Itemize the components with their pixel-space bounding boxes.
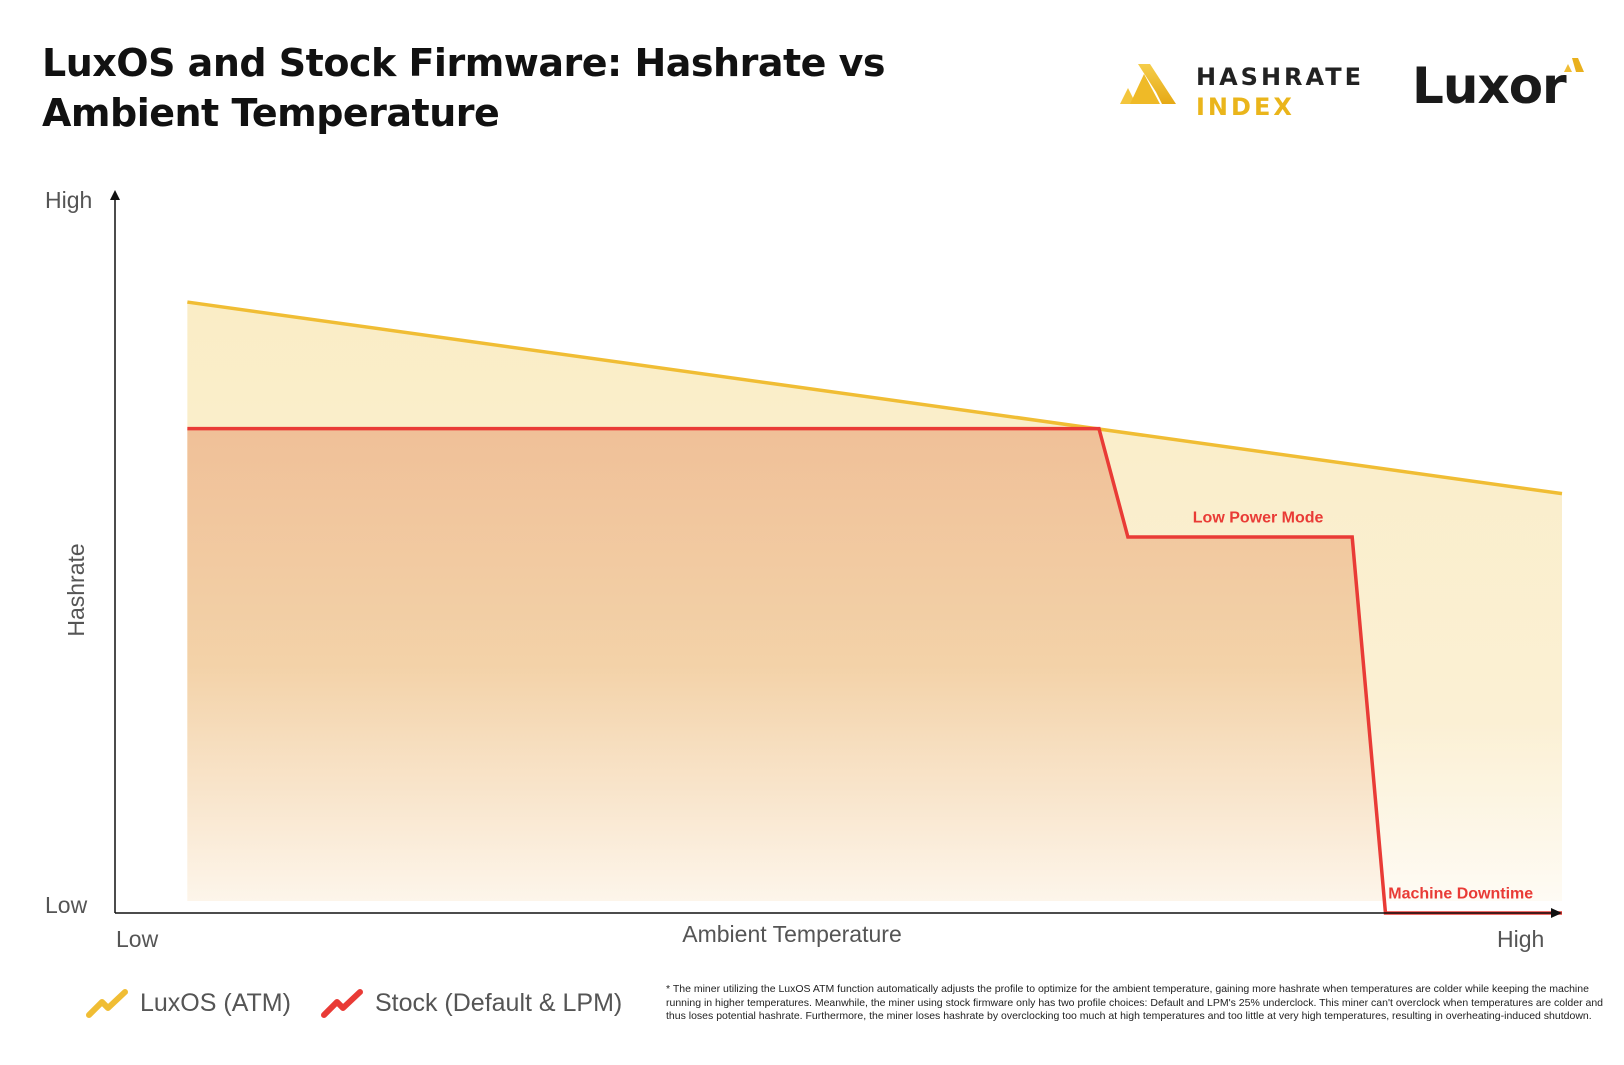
- stock-legend-icon: [320, 989, 363, 1018]
- hashrate-index-wordmark: HASHRATE INDEX: [1196, 62, 1364, 122]
- chart-area: High Low Low High Ambient Temperature Hashrat…: [45, 187, 1563, 952]
- hashrate-index-line2: INDEX: [1196, 93, 1295, 121]
- y-tick-label-low: Low: [45, 892, 88, 918]
- hashrate-index-icon: [1120, 64, 1176, 104]
- legend-label-luxos: LuxOS (ATM): [140, 988, 291, 1017]
- y-tick-label-high: High: [45, 187, 92, 213]
- annotation-1: Machine Downtime: [1388, 886, 1533, 903]
- x-axis-title: Ambient Temperature: [682, 921, 901, 947]
- chart-title: LuxOS and Stock Firmware: Hashrate vs Am…: [42, 41, 886, 135]
- legend: LuxOS (ATM) Stock (Default & LPM): [86, 988, 652, 1018]
- luxos-series-line: [187, 300, 1563, 496]
- luxos-legend-icon: [86, 989, 128, 1018]
- luxor-logo: Luxor: [1412, 57, 1567, 115]
- hashrate-index-line1: HASHRATE: [1196, 63, 1364, 91]
- x-axis-arrow: [1551, 908, 1562, 918]
- x-tick-label-high: High: [1497, 926, 1544, 952]
- legend-label-stock: Stock (Default & LPM): [374, 988, 623, 1017]
- legend-item-luxos: LuxOS (ATM): [86, 988, 291, 1018]
- hashrate-index-logo: HASHRATE INDEX: [1116, 56, 1366, 126]
- luxor-mark-icon: [1564, 58, 1584, 72]
- x-tick-label-low: Low: [116, 926, 159, 952]
- annotation-0: Low Power Mode: [1193, 510, 1324, 527]
- y-axis-arrow: [110, 190, 120, 200]
- footnote: * The miner utilizing the LuxOS ATM func…: [666, 983, 1604, 1022]
- y-axis-title: Hashrate: [63, 543, 89, 636]
- legend-item-stock: Stock (Default & LPM): [320, 988, 623, 1018]
- stock-fill-area: [187, 428, 1386, 901]
